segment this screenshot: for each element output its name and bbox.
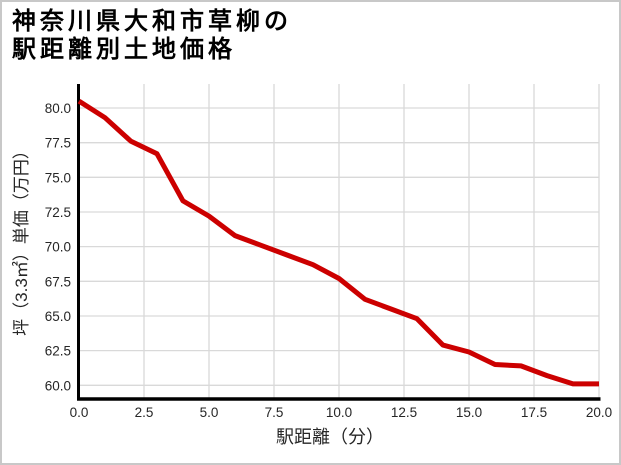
y-tick-label: 70.0 [45, 240, 71, 255]
x-tick-label: 2.5 [135, 405, 154, 420]
y-axis-title: 坪（3.3㎡）単価（万円） [12, 142, 31, 336]
y-tick-label: 75.0 [45, 170, 71, 185]
chart-title: 神奈川県大和市草柳の 駅距離別土地価格 [12, 8, 292, 64]
y-tick-label: 80.0 [45, 101, 71, 116]
y-tick-label: 77.5 [45, 136, 71, 151]
y-tick-label: 67.5 [45, 274, 71, 289]
x-tick-label: 12.5 [391, 405, 417, 420]
x-tick-label: 20.0 [586, 405, 612, 420]
y-tick-label: 60.0 [45, 378, 71, 393]
price-line-series [77, 98, 599, 387]
x-tick-label: 17.5 [521, 405, 547, 420]
y-tick-label: 62.5 [45, 344, 71, 359]
x-tick-label: 0.0 [70, 405, 89, 420]
x-axis-title: 駅距離（分） [276, 427, 384, 447]
chart-title-line1: 神奈川県大和市草柳の [12, 8, 292, 35]
y-tick-label: 72.5 [45, 205, 71, 220]
x-tick-label: 15.0 [456, 405, 482, 420]
x-tick-label: 7.5 [265, 405, 284, 420]
y-tick-label: 65.0 [45, 309, 71, 324]
x-tick-label: 5.0 [200, 405, 219, 420]
x-tick-label: 10.0 [326, 405, 352, 420]
chart-title-line2: 駅距離別土地価格 [12, 36, 236, 63]
